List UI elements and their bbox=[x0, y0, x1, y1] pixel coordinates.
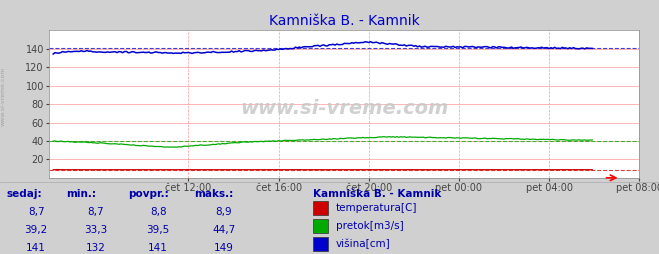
Text: temperatura[C]: temperatura[C] bbox=[336, 203, 418, 213]
Text: 8,7: 8,7 bbox=[87, 207, 104, 217]
Text: 8,7: 8,7 bbox=[28, 207, 45, 217]
Text: Kamniška B. - Kamnik: Kamniška B. - Kamnik bbox=[313, 189, 442, 199]
Text: 149: 149 bbox=[214, 243, 234, 252]
Text: maks.:: maks.: bbox=[194, 189, 234, 199]
Text: 141: 141 bbox=[148, 243, 168, 252]
Text: višina[cm]: višina[cm] bbox=[336, 239, 391, 249]
Text: www.si-vreme.com: www.si-vreme.com bbox=[1, 67, 6, 126]
Text: 44,7: 44,7 bbox=[212, 225, 236, 235]
Text: 39,2: 39,2 bbox=[24, 225, 48, 235]
Text: www.si-vreme.com: www.si-vreme.com bbox=[240, 99, 449, 118]
Text: povpr.:: povpr.: bbox=[129, 189, 169, 199]
Text: 39,5: 39,5 bbox=[146, 225, 170, 235]
Text: 141: 141 bbox=[26, 243, 46, 252]
Text: min.:: min.: bbox=[66, 189, 96, 199]
Text: 8,9: 8,9 bbox=[215, 207, 233, 217]
Text: pretok[m3/s]: pretok[m3/s] bbox=[336, 221, 404, 231]
Text: 132: 132 bbox=[86, 243, 105, 252]
Title: Kamniška B. - Kamnik: Kamniška B. - Kamnik bbox=[269, 14, 420, 28]
Text: 33,3: 33,3 bbox=[84, 225, 107, 235]
Text: sedaj:: sedaj: bbox=[7, 189, 42, 199]
Text: 8,8: 8,8 bbox=[150, 207, 167, 217]
